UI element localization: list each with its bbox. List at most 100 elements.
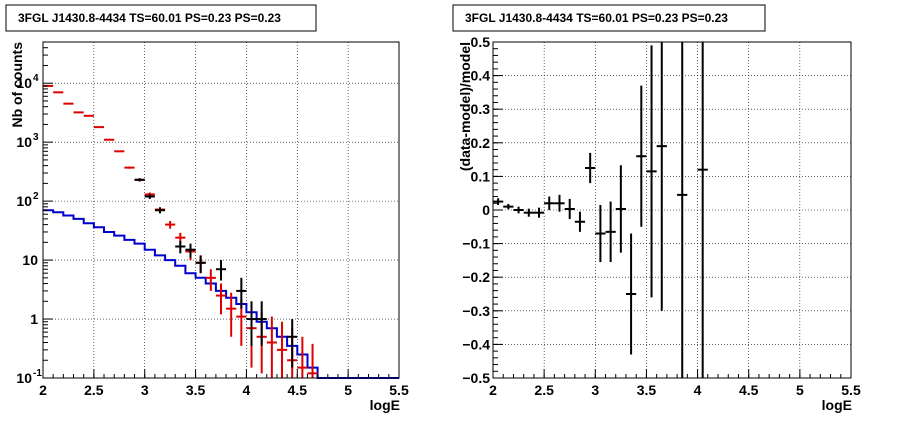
model-point [205,269,216,291]
right-x-tick-label: 5 [796,382,804,398]
model-point [53,91,64,94]
residual-point [605,201,616,263]
data-point [287,319,298,368]
left-x-tick-label: 4 [243,382,251,398]
right-y-tick-label: 0.2 [471,135,491,151]
residual-point [503,203,514,210]
right-y-tick-label: −0.1 [462,236,490,252]
right-x-tick-label: 4 [694,382,702,398]
model-point [165,221,176,229]
data-point [185,243,196,258]
right-y-axis-title: (data-model)/model [457,42,473,171]
residual-point [533,207,545,218]
right-x-tick-label: 3 [591,382,599,398]
right-x-tick-label: 2 [489,382,497,398]
left-y-axis-title: Nb of counts [9,42,25,128]
model-point [266,316,277,378]
residual-point [523,208,534,217]
right-residual-series [493,42,708,378]
right-y-tick-label: 0.5 [471,34,491,50]
right-y-tick-label: 0.4 [471,68,491,84]
model-point [73,111,84,114]
residual-point [625,233,637,355]
left-y-tick-exponent: 2 [33,191,39,202]
residual-point [585,152,596,184]
right-x-tick-label: 3.5 [637,382,657,398]
right-chart-title: 3FGL J1430.8-4434 TS=60.01 PS=0.23 PS=0.… [465,11,728,25]
left-x-tick-label: 3.5 [186,382,206,398]
left-x-tick-label: 2.5 [84,382,104,398]
left-x-tick-label: 5.5 [389,382,409,398]
residual-point [544,196,555,210]
left-y-tick-exponent: -1 [33,368,42,379]
model-point [297,336,308,378]
residual-point [656,42,667,311]
source-histogram-line [43,209,399,379]
residual-point [595,204,606,263]
model-point [307,343,318,378]
right-y-tick-label: −0.2 [462,269,490,285]
residual-point [677,42,688,378]
residual-point [564,198,575,220]
right-y-tick-label: −0.4 [462,336,490,352]
right-grid [493,42,851,378]
right-y-tick-label: −0.5 [462,370,490,386]
model-point [83,114,94,117]
right-y-tick-label: −0.3 [462,303,490,319]
model-point [104,138,115,141]
left-y-tick-label: 10 [16,134,32,150]
left-x-axis-title: logE [370,397,400,413]
residual-chart: 3FGL J1430.8-4434 TS=60.01 PS=0.23 PS=0.… [452,4,861,413]
right-x-axis-title: logE [822,397,852,413]
data-point [215,260,227,281]
right-title-box [452,4,766,32]
model-point [276,321,288,378]
left-grid [43,42,399,378]
left-x-tick-label: 4.5 [288,382,308,398]
data-point [195,255,206,274]
left-y-tick-label: 10 [16,193,32,209]
right-x-tick-label: 5.5 [841,382,861,398]
right-axis-ticks: 2 2.5 3 3.5 4 4.5 5 5.5 −0.5 −0.4 −0.3 −0.2 −0.1 0 0.1… [462,34,861,398]
model-point [226,292,237,337]
residual-point [493,198,504,205]
left-y-tick-label: 10 [16,75,32,91]
residual-point [554,194,565,212]
data-point [144,194,155,199]
right-y-tick-label: 0.1 [471,168,491,184]
left-data-series [134,178,298,368]
left-y-tick-exponent: 4 [33,73,39,84]
left-x-tick-label: 3 [141,382,149,398]
model-point [114,150,125,153]
left-x-tick-label: 5 [344,382,352,398]
data-point [175,241,186,254]
left-y-tick-label: 10 [16,370,32,386]
model-point [124,166,135,169]
right-plot-frame [492,41,852,379]
model-point [63,102,74,105]
left-y-tick-label: 10 [22,252,38,268]
right-x-tick-label: 4.5 [739,382,759,398]
residual-point [646,45,657,298]
data-point [236,277,247,309]
residual-point [697,42,708,378]
left-chart-title: 3FGL J1430.8-4434 TS=60.01 PS=0.23 PS=0.… [18,11,281,25]
data-point [246,301,257,346]
right-x-tick-label: 2.5 [534,382,554,398]
model-point [93,126,105,129]
data-point [154,207,166,214]
left-y-tick-label: 1 [30,311,38,327]
left-plot-frame [42,41,400,379]
data-point [134,178,145,182]
data-point [256,301,267,346]
right-y-tick-label: 0.3 [471,101,491,117]
residual-point [513,206,524,214]
counts-chart: 3FGL J1430.8-4434 TS=60.01 PS=0.23 PS=0.… [5,4,409,413]
residual-point [574,211,586,232]
model-point [215,283,227,315]
left-title-box [5,4,317,32]
left-source-histogram [43,209,399,379]
right-y-tick-label: 0 [482,202,490,218]
